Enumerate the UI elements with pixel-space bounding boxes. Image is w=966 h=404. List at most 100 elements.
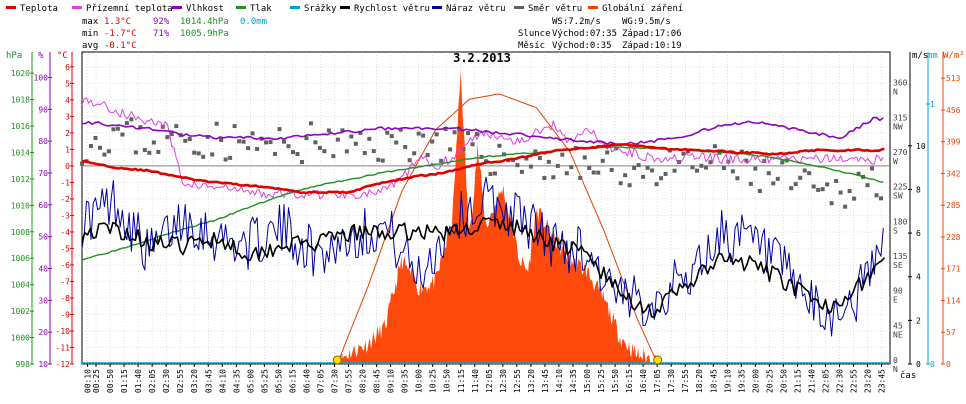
wind-dir-point: [524, 156, 529, 161]
wind-dir-label: 315: [893, 113, 908, 122]
wind-dir-point: [694, 168, 699, 173]
wind-dir-point: [331, 154, 336, 159]
wind-dir-point: [466, 131, 471, 136]
wind-dir-point: [492, 171, 497, 176]
wind-dir-point: [349, 134, 354, 139]
wind-dir-point: [457, 126, 462, 131]
legend: Teplota Přízemní teplota Vlhkost Tlak Srážky…: [6, 4, 683, 14]
x-tick-label: 20:25: [765, 369, 774, 393]
x-tick-label: 17:30: [667, 369, 676, 393]
humidity-line: [81, 116, 884, 146]
wind-dir-point: [335, 137, 340, 142]
wind-dir-point: [237, 139, 242, 144]
wind-dir-point: [277, 127, 282, 132]
wind-dir-point: [533, 149, 538, 154]
wind-dir-point: [389, 134, 394, 139]
unit-wm2: W/m²: [943, 51, 965, 61]
wind-wg: WG:9.5m/s: [622, 17, 671, 27]
wind-dir-point: [721, 166, 726, 171]
wind-dir-point: [97, 145, 102, 150]
wind-dir-compass: E: [893, 296, 898, 305]
wind-ws: WS:7.2m/s: [552, 17, 601, 27]
wind-dir-compass: S: [893, 226, 898, 235]
wind-dir-point: [663, 171, 668, 176]
wind-dir-point: [93, 135, 98, 140]
x-tick-label: 23:20: [864, 369, 873, 393]
x-tick-label: 00:10: [84, 369, 93, 393]
radiation-axis-label: 171: [946, 265, 961, 274]
wind-dir-point: [362, 151, 367, 156]
wind-dir-point: [371, 149, 376, 154]
humidity-axis-label: 40: [38, 264, 48, 273]
x-tick-label: 02:55: [176, 369, 185, 393]
legend-label: Vlhkost: [186, 4, 224, 14]
temperature-axis-label: -9: [60, 310, 70, 319]
wind-dir-point: [712, 144, 717, 149]
sun-rise: Východ:07:35: [552, 29, 617, 39]
x-tick-label: 17:55: [681, 369, 690, 393]
unit-time: čas: [900, 370, 916, 381]
temperature-axis-label: 1: [65, 145, 70, 154]
wind-dir-point: [201, 154, 206, 159]
x-tick-label: 08:45: [373, 369, 382, 393]
radiation-axis-label: 456: [946, 106, 961, 115]
wind-dir-point: [111, 127, 116, 132]
wind-dir-point: [340, 128, 345, 133]
legend-swatch: [6, 6, 16, 9]
wind-dir-point: [551, 175, 556, 180]
temperature-axis-label: -10: [56, 327, 71, 336]
wind-dir-point: [367, 136, 372, 141]
wind-dir-point: [165, 135, 170, 140]
wind-dir-label: 0: [893, 356, 898, 365]
pressure-axis-label: 1010: [11, 201, 30, 210]
wind-dir-point: [147, 150, 152, 155]
wind-dir-point: [385, 130, 390, 135]
wind-dir-point: [659, 176, 664, 181]
legend-swatch: [236, 6, 246, 9]
x-tick-label: 15:50: [611, 369, 620, 393]
wind-dir-point: [241, 139, 246, 144]
wind-dir-point: [793, 182, 798, 187]
wind-dir-point: [753, 166, 758, 171]
radiation-axis-label: 399: [946, 138, 961, 147]
stats-min-label: min: [82, 29, 98, 39]
wind-dir-point: [766, 171, 771, 176]
x-tick-label: 01:15: [120, 369, 129, 393]
legend-swatch: [340, 6, 350, 9]
wind-ms-axis-label: 6: [916, 229, 921, 238]
pressure-axis-label: 1014: [11, 148, 30, 157]
wind-dir-point: [865, 183, 870, 188]
wind-dir-point: [775, 176, 780, 181]
wind-ms-axis-label: 8: [916, 185, 921, 194]
wind-dir-point: [569, 165, 574, 170]
chart-title: 3.2.2013: [453, 51, 511, 65]
temperature-axis-label: -2: [60, 195, 70, 204]
wind-dir-point: [596, 170, 601, 175]
wind-dir-point: [780, 160, 785, 165]
moon-label: Měsíc: [518, 41, 545, 51]
humidity-axis-label: 20: [38, 328, 48, 337]
legend-label: Přízemní teplota: [86, 4, 173, 14]
legend-label: Teplota: [20, 4, 58, 14]
wind-dir-point: [115, 126, 120, 131]
wind-dir-point: [313, 140, 318, 145]
x-tick-label: 12:05: [485, 369, 494, 393]
wind-ms-axis-label: 0: [916, 360, 921, 369]
sun-label: Slunce: [518, 29, 551, 39]
x-tick-label: 10:50: [443, 369, 452, 393]
wind-dir-compass: NW: [893, 122, 903, 131]
info-panel: max 1.3°C 92% 1014.4hPa 0.0mm min -1.7°C…: [82, 17, 682, 51]
x-tick-label: 20:50: [779, 369, 788, 393]
wind-dir-point: [744, 158, 749, 163]
pressure-axis-label: 1000: [11, 334, 30, 343]
wind-ms-axis-label: 10: [916, 142, 926, 151]
temperature-axis-label: -6: [60, 261, 70, 270]
wind-dir-point: [142, 147, 147, 152]
wind-dir-point: [192, 150, 197, 155]
wind-dir-point: [156, 150, 161, 155]
wind-dir-label: 135: [893, 252, 908, 261]
wind-dir-point: [681, 151, 686, 156]
wind-dir-point: [802, 168, 807, 173]
wind-dir-point: [268, 140, 273, 145]
